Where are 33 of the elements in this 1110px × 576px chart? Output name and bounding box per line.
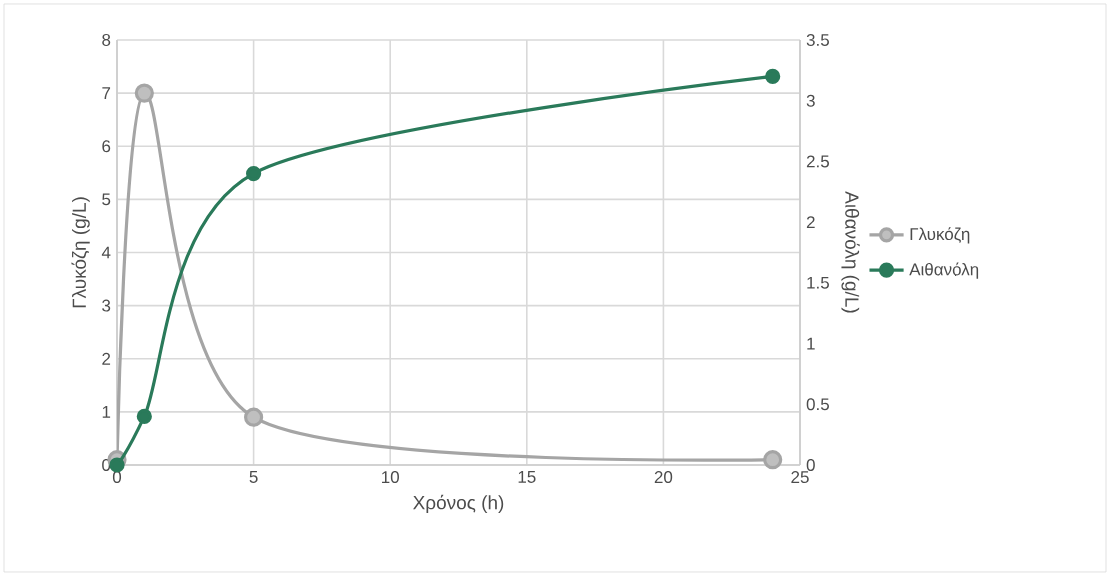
x-tick-label: 20 — [654, 471, 673, 484]
legend-label: Αιθανόλη — [909, 262, 979, 279]
point — [765, 68, 781, 85]
y2-tick-label: 2 — [806, 216, 815, 229]
y-tick-label: 3 — [102, 299, 111, 312]
y2-tick-label: 1 — [807, 337, 815, 350]
y-tick-label: 6 — [102, 140, 111, 153]
y2-tick-label: 0 — [806, 458, 815, 471]
legend-label: Γλυκόζη — [910, 227, 970, 244]
y-tick-label: 1 — [102, 406, 111, 418]
point — [134, 83, 154, 103]
y-tick-label: 7 — [102, 87, 111, 99]
y2-tick-label: 3.5 — [806, 33, 829, 46]
y2-tick-label: 2.5 — [806, 155, 829, 168]
point — [763, 450, 783, 470]
y-tick-label: 5 — [102, 193, 111, 206]
y-tick-label: 2 — [102, 352, 111, 365]
y-tick-label: 8 — [102, 33, 111, 46]
point — [136, 408, 152, 425]
x-axis-title: Χρόνος (h) — [413, 494, 504, 514]
point — [109, 457, 125, 473]
x-tick-label: 10 — [382, 471, 399, 484]
y2-tick-label: 0.5 — [806, 398, 829, 411]
y2-tick-label: 1.5 — [807, 276, 829, 289]
y2-axis-title: Αιθανόλη (g/L) — [841, 191, 860, 313]
y2-tick-label: 3 — [806, 94, 815, 107]
x-tick-label: 25 — [791, 471, 809, 484]
y-tick-label: 4 — [101, 246, 111, 259]
point — [246, 165, 262, 182]
x-tick-label: 5 — [249, 471, 258, 483]
x-tick-label: 15 — [518, 471, 536, 483]
point — [244, 407, 264, 427]
y-axis-title: Γλυκόζη (g/L) — [71, 197, 90, 308]
